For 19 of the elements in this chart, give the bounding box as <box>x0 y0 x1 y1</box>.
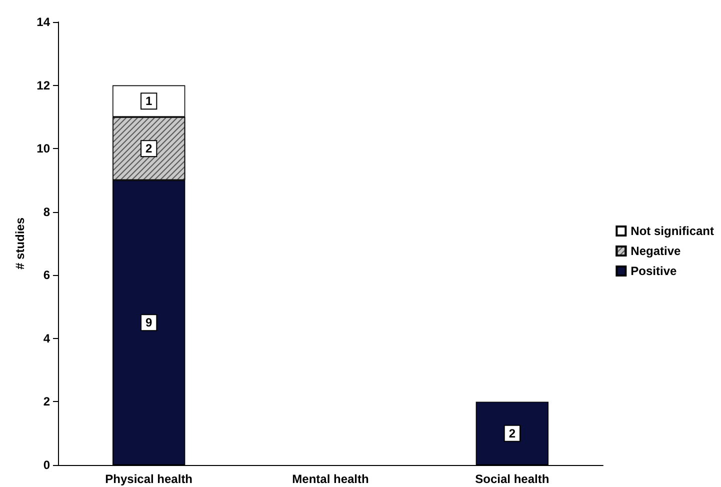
y-axis-title: # studies <box>12 217 27 270</box>
y-tick-label: 0 <box>43 458 50 472</box>
y-tick-label: 2 <box>43 394 50 409</box>
y-tick-label: 8 <box>43 204 50 219</box>
data-label: 2 <box>145 142 152 156</box>
y-tick-label: 6 <box>43 268 50 282</box>
legend-label: Positive <box>630 264 678 278</box>
y-tick-label: 4 <box>43 331 50 346</box>
y-tick-label: 14 <box>36 15 50 29</box>
legend-label: Negative <box>630 244 682 258</box>
x-tick-label: Physical health <box>105 472 193 486</box>
legend-label: Not significant <box>630 224 714 238</box>
x-tick-label: Mental health <box>292 472 369 486</box>
y-tick-label: 12 <box>36 78 50 92</box>
x-tick-label: Social health <box>475 472 550 486</box>
data-label: 1 <box>145 94 152 108</box>
y-tick-label: 10 <box>36 142 50 156</box>
data-label: 2 <box>508 426 516 440</box>
data-label: 9 <box>145 316 152 330</box>
